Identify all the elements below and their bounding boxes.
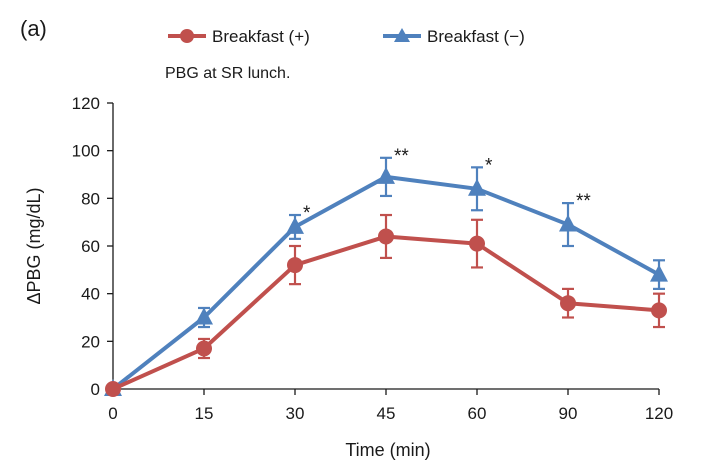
- y-tick-label: 20: [81, 332, 100, 351]
- data-point-breakfast-plus: [196, 340, 212, 357]
- significance-marker: **: [394, 146, 409, 167]
- x-tick-label: 90: [559, 404, 578, 423]
- legend: Breakfast (+) Breakfast (−): [168, 27, 525, 46]
- data-point-breakfast-minus: [468, 178, 486, 196]
- significance-marker: *: [303, 203, 311, 224]
- x-tick-label: 60: [468, 404, 487, 423]
- data-point-breakfast-minus: [286, 216, 304, 234]
- data-point-breakfast-minus: [195, 307, 213, 325]
- legend-item-breakfast-minus: Breakfast (−): [383, 27, 525, 46]
- data-point-breakfast-plus: [651, 302, 667, 319]
- y-tick-label: 120: [72, 94, 100, 113]
- y-tick-label: 40: [81, 285, 100, 304]
- legend-marker-breakfast-plus: [180, 29, 194, 43]
- x-tick-label: 15: [195, 404, 214, 423]
- data-point-breakfast-plus: [378, 228, 394, 245]
- data-point-breakfast-minus: [650, 264, 668, 282]
- legend-item-breakfast-plus: Breakfast (+): [168, 27, 310, 46]
- significance-marker: **: [576, 191, 591, 212]
- y-tick-label: 80: [81, 189, 100, 208]
- axes: 0 20 40 60 80 100 120 0 15 30 45 60 90 120: [72, 94, 674, 423]
- x-axis-title: Time (min): [345, 440, 430, 460]
- significance-marker: *: [485, 155, 493, 176]
- data-point-breakfast-plus: [105, 381, 121, 397]
- data-point-breakfast-plus: [287, 257, 303, 274]
- plot-area: *** ***: [104, 146, 668, 397]
- legend-marker-breakfast-minus: [394, 28, 410, 42]
- data-point-breakfast-plus: [560, 295, 576, 312]
- data-point-breakfast-minus: [377, 166, 395, 184]
- y-tick-label: 0: [91, 380, 100, 399]
- x-tick-label: 45: [377, 404, 396, 423]
- data-point-breakfast-plus: [469, 235, 485, 252]
- legend-label-breakfast-minus: Breakfast (−): [427, 27, 525, 46]
- y-tick-label: 100: [72, 142, 100, 161]
- series-line-breakfast-plus: [112, 234, 660, 391]
- data-point-breakfast-minus: [559, 214, 577, 232]
- chart-note: PBG at SR lunch.: [165, 65, 290, 82]
- x-tick-label: 120: [645, 404, 673, 423]
- panel-label: (a): [20, 16, 47, 41]
- y-tick-label: 60: [81, 237, 100, 256]
- legend-label-breakfast-plus: Breakfast (+): [212, 27, 310, 46]
- y-axis-title: ΔPBG (mg/dL): [24, 187, 44, 304]
- x-tick-label: 0: [108, 404, 117, 423]
- x-tick-label: 30: [286, 404, 305, 423]
